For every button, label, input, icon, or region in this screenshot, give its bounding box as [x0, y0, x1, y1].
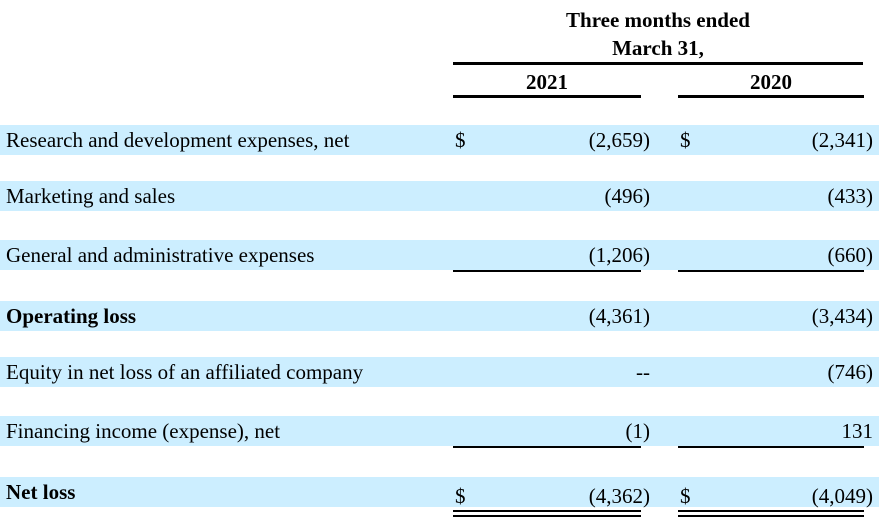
- row-label-general-administrative: General and administrative expenses: [6, 243, 315, 267]
- subtotal-rule-2021: [453, 270, 641, 272]
- value-2020: (3,434): [811, 304, 873, 328]
- currency-symbol: $: [455, 128, 466, 152]
- row-label-research-development: Research and development expenses, net: [6, 128, 350, 152]
- value-2021: (4,361): [588, 304, 650, 328]
- currency-symbol: $: [680, 128, 691, 152]
- table-row: [0, 477, 879, 507]
- value-2020: (746): [827, 360, 874, 384]
- currency-symbol: $: [455, 484, 466, 508]
- table-row: [0, 357, 879, 387]
- value-2021: (4,362): [588, 484, 650, 508]
- value-2020: (660): [827, 243, 874, 267]
- table-row: [0, 416, 879, 446]
- period-heading-line2: March 31,: [612, 36, 704, 60]
- row-label-equity-net-loss: Equity in net loss of an affiliated comp…: [6, 360, 364, 384]
- total-double-rule-2020-top: [678, 510, 864, 512]
- value-2021: (496): [604, 184, 651, 208]
- value-2020: (4,049): [811, 484, 873, 508]
- column-rule-2021: [453, 95, 641, 98]
- period-heading-line1: Three months ended: [566, 8, 750, 32]
- subtotal-rule-2020: [678, 270, 864, 272]
- subtotal-rule-2020: [678, 446, 864, 448]
- row-label-financing-income: Financing income (expense), net: [6, 419, 281, 443]
- table-row: [0, 301, 879, 331]
- value-2020: 131: [841, 419, 874, 443]
- table-row: [0, 125, 879, 155]
- table-row: [0, 240, 879, 270]
- header-rule: [453, 62, 863, 65]
- table-row: [0, 181, 879, 211]
- subtotal-rule-2021: [453, 446, 641, 448]
- value-2020: (433): [827, 184, 874, 208]
- value-2021: (1,206): [588, 243, 650, 267]
- value-2021: (1): [625, 419, 651, 443]
- total-double-rule-2021-bottom: [453, 515, 641, 517]
- value-2020: (2,341): [811, 128, 873, 152]
- row-label-net-loss: Net loss: [6, 480, 76, 504]
- row-label-marketing-sales: Marketing and sales: [6, 184, 176, 208]
- row-label-operating-loss: Operating loss: [6, 304, 137, 328]
- column-header-2021: 2021: [526, 70, 568, 94]
- value-2021: (2,659): [588, 128, 650, 152]
- total-double-rule-2021-top: [453, 510, 641, 512]
- column-rule-2020: [678, 95, 864, 98]
- column-header-2020: 2020: [750, 70, 792, 94]
- currency-symbol: $: [680, 484, 691, 508]
- value-2021: --: [636, 360, 650, 384]
- total-double-rule-2020-bottom: [678, 515, 864, 517]
